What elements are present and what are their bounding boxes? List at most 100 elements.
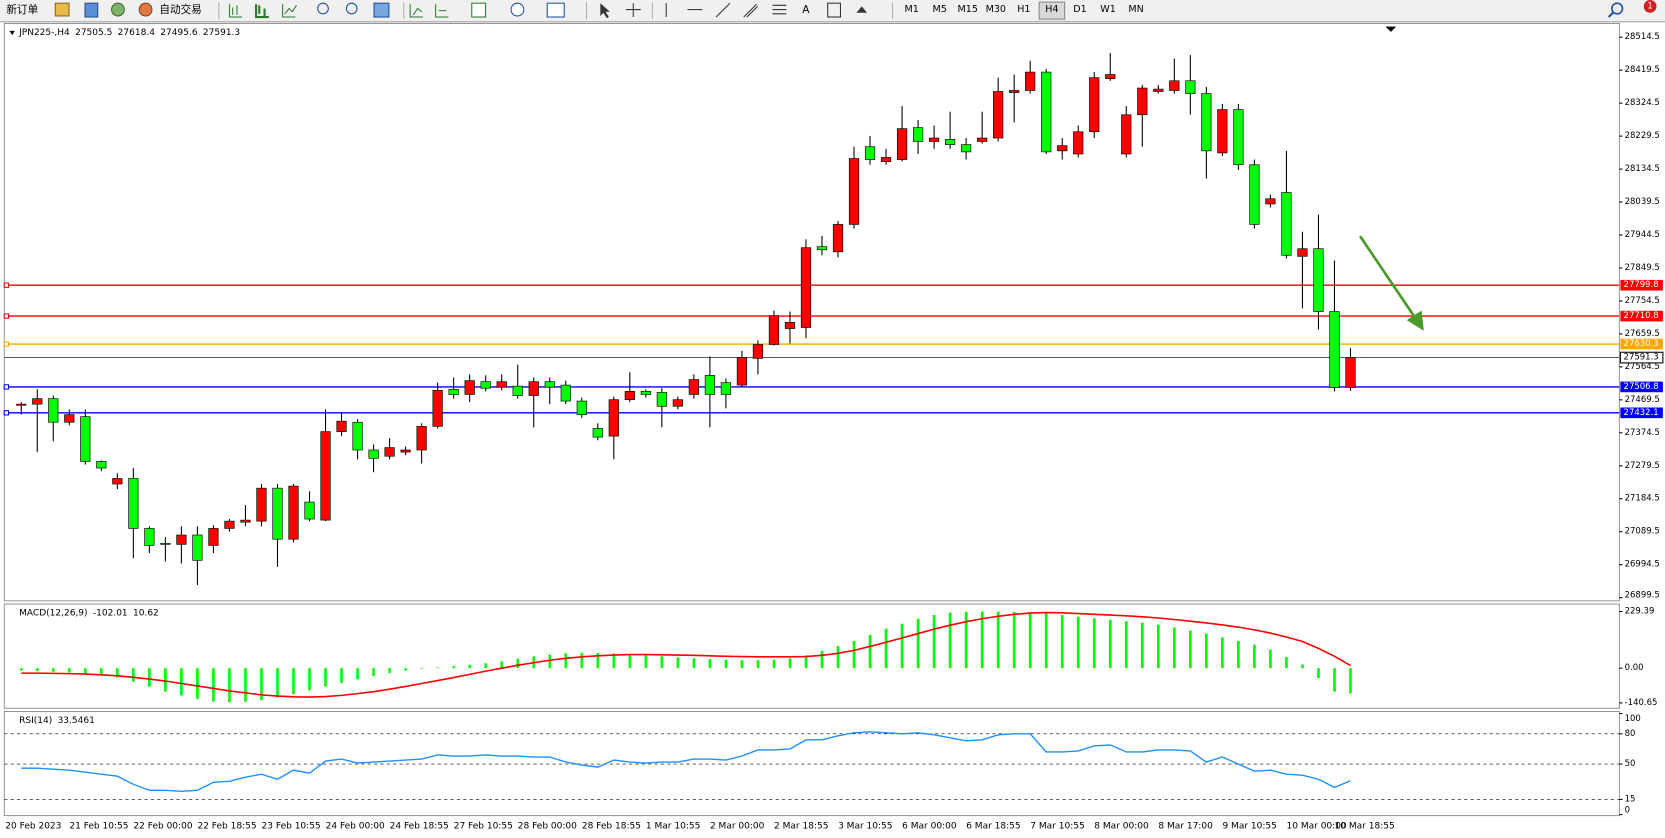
bid-label: 27591.3 (1624, 353, 1659, 363)
auto-trading-button[interactable]: 自动交易 (159, 3, 201, 16)
candle-chart-button[interactable] (255, 4, 269, 19)
candle-body (304, 501, 315, 520)
candle-body (240, 519, 251, 523)
y-tick-label: 229.39 (1625, 606, 1655, 616)
timeframe-label[interactable]: M15 (958, 4, 978, 15)
x-tick-label: 3 Mar 10:55 (838, 821, 892, 831)
candle-body (128, 478, 139, 529)
candle-body (96, 461, 107, 469)
level-handle (3, 341, 10, 347)
timeframe-label[interactable]: W1 (1100, 4, 1116, 15)
candle-body (256, 487, 267, 522)
level-label: 27506.8 (1624, 382, 1659, 392)
charts: 28514.5 28419.5 28324.5 28229.5 28134.5 28039… (3, 22, 1664, 831)
bid-label-bg (1619, 351, 1664, 364)
bar-chart-button[interactable] (228, 4, 243, 18)
level-label: 27710.8 (1624, 311, 1659, 321)
timeframe-label[interactable]: M30 (986, 4, 1006, 15)
x-tick-label: 9 Mar 10:55 (1222, 821, 1276, 831)
text-tool-button[interactable]: A (802, 3, 810, 16)
level-label-bg (1620, 279, 1663, 291)
templates-button[interactable] (546, 2, 565, 18)
y-tick-label: 26994.5 (1625, 560, 1660, 570)
y-tick-label: 28229.5 (1625, 131, 1660, 141)
candle-body (688, 379, 699, 395)
notification-badge[interactable] (1643, 0, 1657, 13)
y-tick-label: 27659.5 (1625, 329, 1660, 339)
candle-body (768, 315, 780, 345)
x-tick-label: 22 Feb 18:55 (197, 821, 256, 831)
search-handle (1607, 12, 1614, 18)
new-order-button[interactable]: 新订单 (6, 3, 38, 16)
timeframe-label[interactable]: H1 (1017, 4, 1030, 15)
chart-shift-marker[interactable] (1385, 26, 1397, 32)
level-handle (3, 282, 10, 288)
candle-body (1105, 74, 1116, 79)
periods-button[interactable] (510, 2, 525, 17)
zoom-in-button[interactable] (317, 2, 329, 15)
shift-button[interactable] (435, 4, 449, 18)
fibo-button[interactable] (772, 4, 787, 15)
candle-body (160, 543, 171, 545)
toolbar: 新订单 自动交易 A M1 M5 M15 M30 H1 H4 D1 W1 MN (0, 0, 1665, 23)
x-tick-label: 20 Feb 2023 (5, 821, 61, 831)
candle-body (1169, 80, 1180, 91)
candle-body (32, 398, 43, 405)
indicator-header: JPN225-,H4 27505.5 27618.4 27495.6 27591.3 (18, 28, 240, 38)
candle-body (144, 528, 155, 546)
timeframe-label[interactable]: M1 (905, 4, 919, 15)
arrows-button[interactable] (856, 6, 868, 13)
candle-body (480, 381, 491, 389)
candle-body (752, 344, 764, 359)
icon-button[interactable] (54, 2, 70, 17)
icon-button[interactable] (84, 2, 99, 18)
candle-body (720, 382, 732, 395)
candle-body (977, 137, 988, 142)
channel-button[interactable] (743, 3, 758, 18)
trendline-button[interactable] (715, 2, 731, 18)
crosshair-button[interactable] (625, 3, 641, 18)
zoom-out-button[interactable] (345, 2, 358, 15)
x-tick-label: 24 Feb 18:55 (390, 821, 449, 831)
candle-body (864, 146, 876, 160)
x-tick-label: 2 Mar 18:55 (774, 821, 828, 831)
candle-body (48, 398, 59, 423)
timeframe-label[interactable]: H4 (1045, 4, 1058, 15)
level-label-bg (1620, 338, 1663, 350)
y-tick-label: 27849.5 (1625, 263, 1660, 273)
y-tick-label: 80 (1625, 729, 1636, 739)
candle-body (320, 431, 331, 521)
label-tool-button[interactable] (827, 2, 842, 18)
x-tick-label: 28 Feb 18:55 (582, 821, 641, 831)
search-button[interactable] (1611, 2, 1624, 15)
y-tick-label: 28134.5 (1625, 164, 1660, 174)
candle-body (1297, 248, 1308, 257)
timeframe-label[interactable]: D1 (1073, 4, 1086, 15)
candle-body (945, 139, 956, 145)
level-label: 27799.8 (1624, 280, 1659, 290)
timeframe-label[interactable]: M5 (933, 4, 947, 15)
icon-button[interactable] (111, 2, 125, 17)
y-tick-label: 27089.5 (1625, 527, 1660, 537)
auto-trading-icon[interactable] (138, 2, 153, 17)
cursor-button[interactable] (600, 3, 610, 19)
x-tick-label: 27 Feb 10:55 (454, 821, 513, 831)
y-tick-label: 15 (1625, 794, 1636, 804)
timeframe-button[interactable] (1038, 1, 1066, 20)
tile-button[interactable] (373, 2, 390, 18)
indicators-button[interactable] (471, 2, 487, 18)
candle-body (192, 534, 203, 561)
x-tick-label: 28 Feb 00:00 (518, 821, 577, 831)
timeframe-label[interactable]: MN (1128, 4, 1143, 15)
y-tick-label: 27469.5 (1625, 395, 1660, 405)
candle-body (929, 137, 940, 142)
candle-body (592, 428, 603, 438)
candle-body (400, 449, 411, 453)
line-chart-button[interactable] (282, 4, 297, 18)
autoscroll-button[interactable] (409, 4, 423, 18)
y-tick-label: 28324.5 (1625, 98, 1660, 108)
candle-body (1345, 357, 1356, 388)
chart-window (3, 711, 1620, 817)
